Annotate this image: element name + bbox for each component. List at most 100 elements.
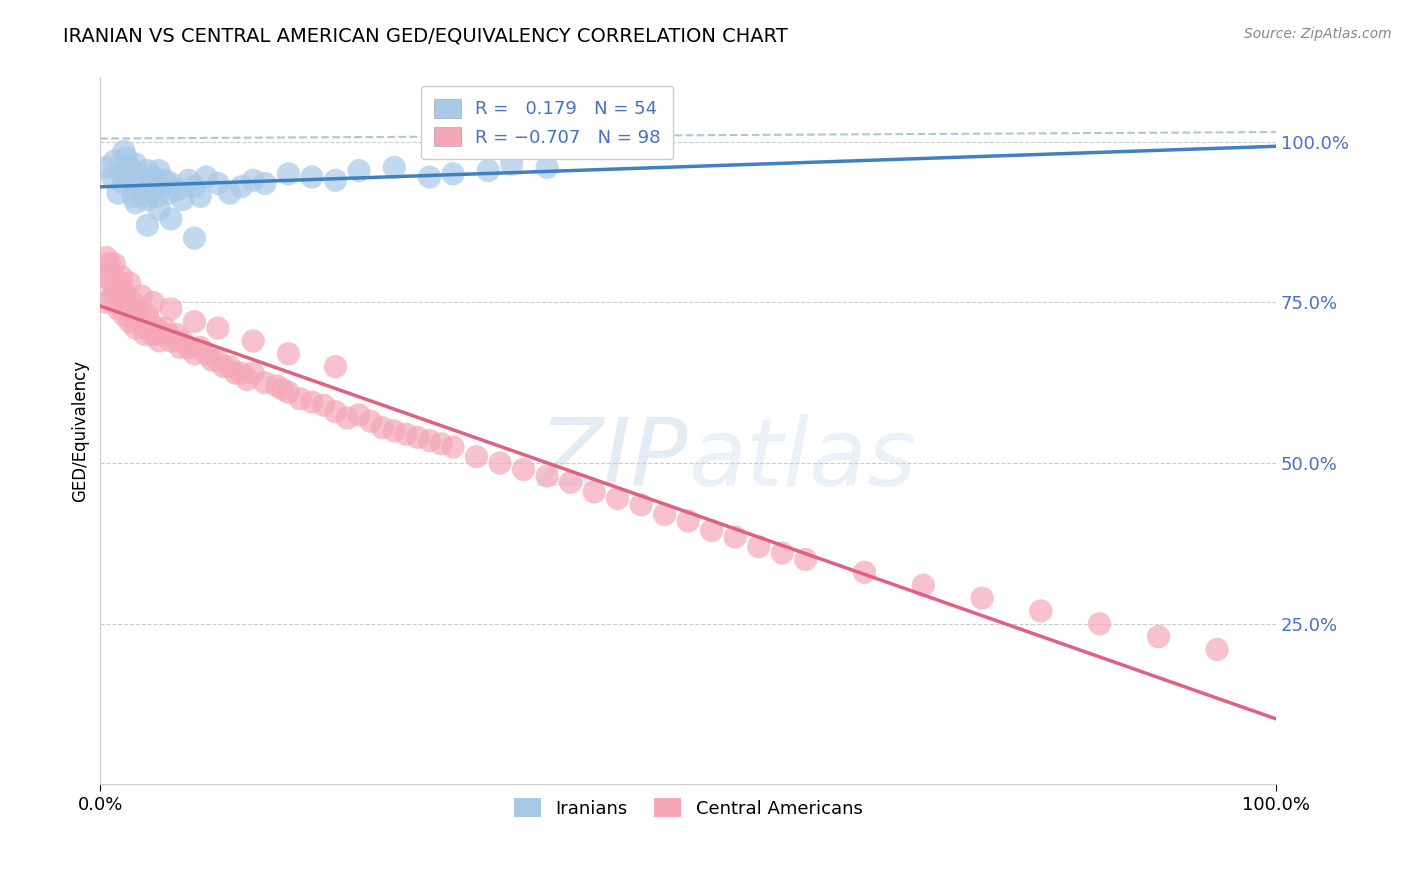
Point [124,157,146,171]
Point [970,591,993,605]
Point [112,308,135,322]
Point [110,269,132,284]
Point [136,219,159,233]
Point [583,485,606,500]
Point [236,372,259,386]
Y-axis label: GED/Equivalency: GED/Equivalency [72,359,89,502]
Point [242,334,264,348]
Point [136,163,159,178]
Point [654,508,676,522]
Point [277,385,299,400]
Point [418,434,440,448]
Point [183,179,205,194]
Point [371,421,394,435]
Point [136,193,159,207]
Point [676,514,699,528]
Point [103,153,125,168]
Point [360,414,382,428]
Point [112,145,135,159]
Point [406,430,429,444]
Point [153,321,176,335]
Point [127,177,149,191]
Point [169,340,191,354]
Point [382,161,405,175]
Point [148,334,170,348]
Point [724,530,747,544]
Point [148,202,170,217]
Point [853,566,876,580]
Point [770,546,793,560]
Point [172,193,194,207]
Point [107,186,129,201]
Point [242,173,264,187]
Point [148,179,170,194]
Point [157,327,180,342]
Point [124,167,146,181]
Point [101,289,124,303]
Text: IRANIAN VS CENTRAL AMERICAN GED/EQUIVALENCY CORRELATION CHART: IRANIAN VS CENTRAL AMERICAN GED/EQUIVALE… [63,27,787,45]
Point [98,257,121,271]
Text: ZIP: ZIP [538,414,688,505]
Point [142,183,165,197]
Point [748,540,770,554]
Point [103,283,125,297]
Point [131,169,153,184]
Point [207,321,229,335]
Point [112,295,135,310]
Point [231,366,253,380]
Point [231,179,253,194]
Point [188,189,211,203]
Point [489,456,512,470]
Point [630,498,652,512]
Point [157,186,180,201]
Point [148,327,170,342]
Point [107,289,129,303]
Point [195,347,218,361]
Point [177,340,200,354]
Point [118,301,141,316]
Point [146,321,169,335]
Point [160,334,183,348]
Point [242,366,264,380]
Point [195,169,218,184]
Point [207,177,229,191]
Point [700,524,723,538]
Point [118,173,141,187]
Point [177,173,200,187]
Point [536,469,558,483]
Point [101,276,124,290]
Point [301,395,323,409]
Point [312,398,335,412]
Point [1147,630,1170,644]
Point [115,151,138,165]
Point [160,301,183,316]
Point [98,263,121,277]
Point [1206,642,1229,657]
Point [218,359,240,374]
Point [183,315,205,329]
Point [606,491,628,506]
Point [218,186,240,201]
Point [253,376,276,390]
Point [96,295,118,310]
Point [115,289,138,303]
Point [441,440,464,454]
Point [382,424,405,438]
Point [107,301,129,316]
Point [146,189,169,203]
Point [207,353,229,368]
Point [122,189,145,203]
Point [101,169,124,184]
Point [183,347,205,361]
Point [347,408,370,422]
Point [112,177,135,191]
Point [134,327,156,342]
Point [347,163,370,178]
Point [142,169,165,184]
Point [441,167,464,181]
Point [166,327,188,342]
Point [118,315,141,329]
Point [131,186,153,201]
Point [277,347,299,361]
Point [430,437,453,451]
